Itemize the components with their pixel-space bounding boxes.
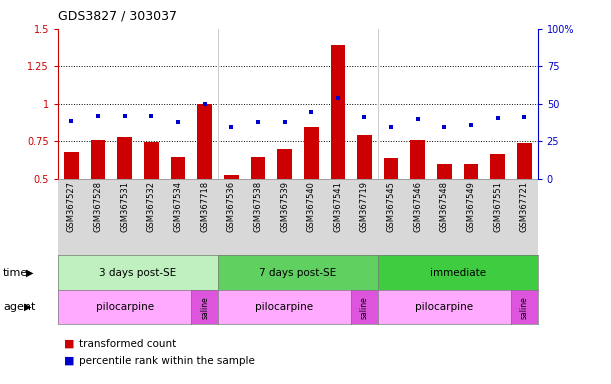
Text: saline: saline [200,296,209,319]
Bar [491,154,505,179]
Bar [304,127,318,179]
Bar [170,157,185,179]
Bar [437,164,452,179]
Bar [64,152,79,179]
Text: agent: agent [3,302,35,312]
Text: percentile rank within the sample: percentile rank within the sample [79,356,255,366]
Text: immediate: immediate [430,268,486,278]
Bar [331,45,345,179]
Bar [90,141,105,179]
Bar [277,149,292,179]
Bar [251,157,265,179]
Bar [357,135,372,179]
Bar [464,164,478,179]
Bar [144,142,159,179]
Text: pilocarpine: pilocarpine [255,302,313,312]
Text: 3 days post-SE: 3 days post-SE [100,268,177,278]
Text: 7 days post-SE: 7 days post-SE [259,268,337,278]
Text: ■: ■ [64,339,75,349]
Bar [224,175,238,179]
Bar [384,158,398,179]
Text: saline: saline [360,296,369,319]
Text: ▶: ▶ [24,302,32,312]
Bar [117,137,132,179]
Text: transformed count: transformed count [79,339,177,349]
Text: GDS3827 / 303037: GDS3827 / 303037 [58,10,177,23]
Text: ■: ■ [64,356,75,366]
Bar [197,104,212,179]
Text: pilocarpine: pilocarpine [95,302,154,312]
Text: time: time [3,268,28,278]
Text: ▶: ▶ [26,268,33,278]
Text: pilocarpine: pilocarpine [415,302,474,312]
Bar [411,141,425,179]
Bar [517,143,532,179]
Text: saline: saline [520,296,529,319]
